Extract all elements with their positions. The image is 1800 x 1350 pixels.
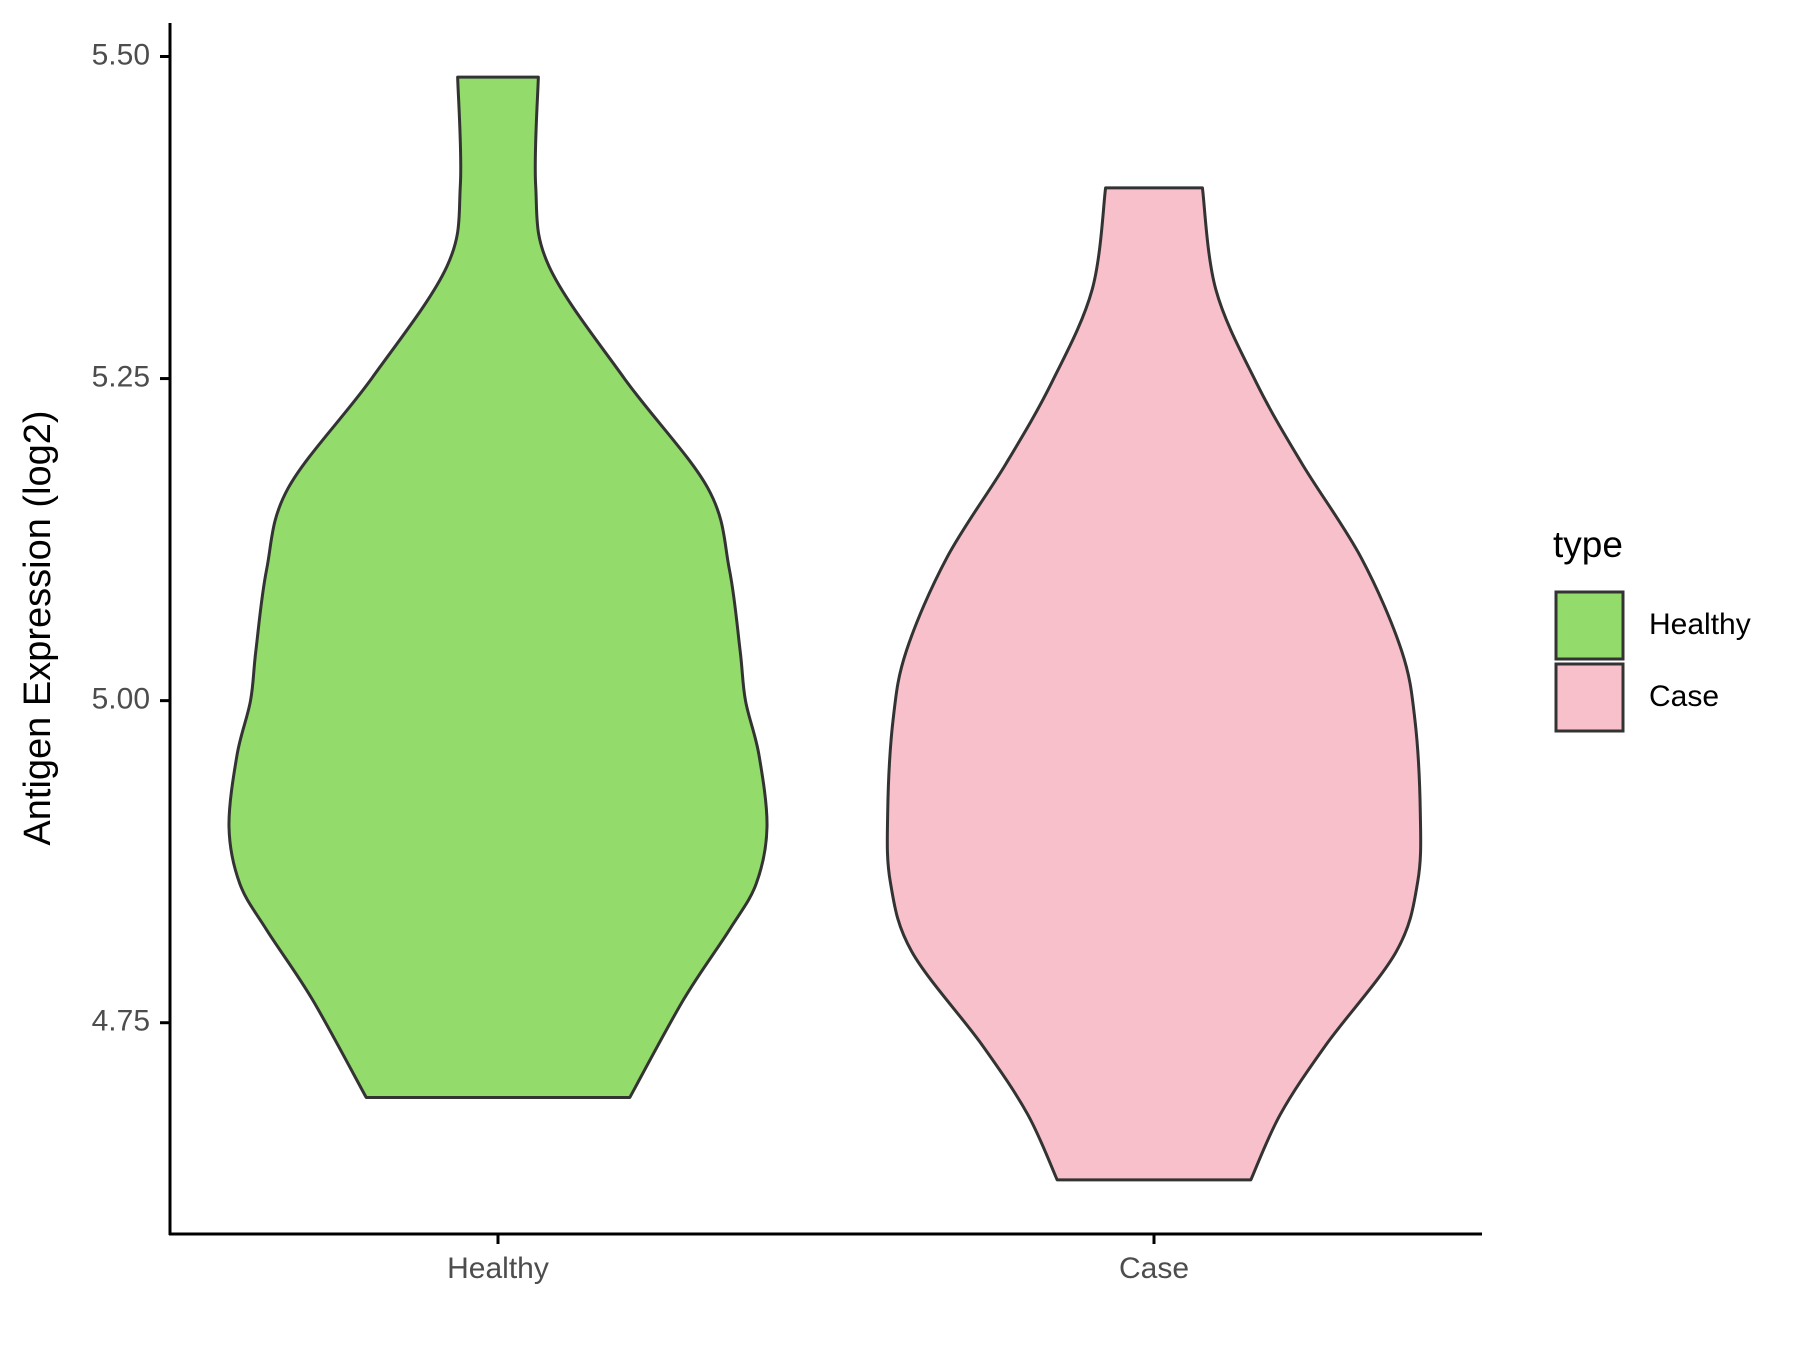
violin bbox=[885, 186, 1423, 1182]
y-tick-label: 4.75 bbox=[92, 1005, 150, 1038]
y-tick-label: 5.25 bbox=[92, 360, 150, 393]
y-axis-label: Antigen Expression (log2) bbox=[17, 410, 59, 845]
y-tick-label: 5.50 bbox=[92, 38, 150, 71]
legend-label: Healthy bbox=[1649, 608, 1751, 641]
legend-key bbox=[1554, 662, 1625, 733]
x-tick-label: Case bbox=[1119, 1252, 1189, 1285]
legend-key bbox=[1554, 590, 1625, 661]
x-tick-label: Healthy bbox=[447, 1252, 549, 1285]
y-tick-label: 5.00 bbox=[92, 683, 150, 716]
legend-label: Case bbox=[1649, 680, 1719, 713]
legend-title: type bbox=[1553, 524, 1623, 565]
violin bbox=[227, 75, 769, 1099]
